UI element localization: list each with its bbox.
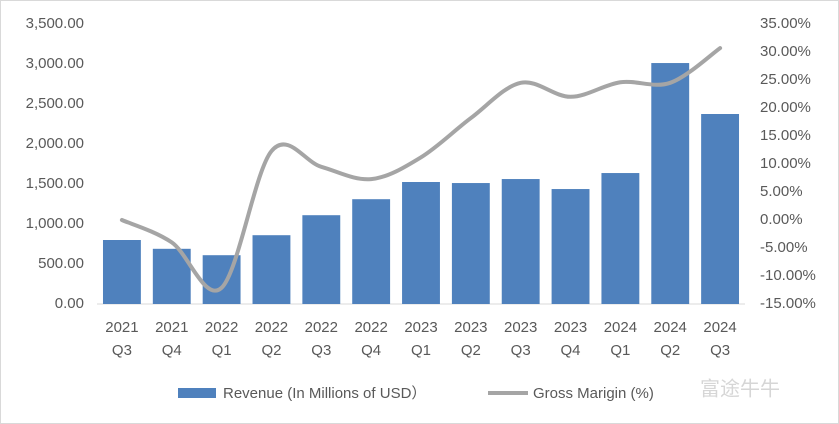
- line: [119, 46, 723, 293]
- y-tick-label: 1,000.00: [26, 215, 84, 232]
- x-tick-label: Q3: [511, 342, 531, 359]
- bar: [501, 179, 540, 304]
- watermark: 富途牛牛: [700, 377, 780, 400]
- bar: [601, 173, 640, 304]
- x-tick-label: Q4: [561, 342, 581, 359]
- x-tick-label: 2021: [155, 319, 188, 336]
- x-tick-label: Q3: [710, 342, 730, 359]
- y-tick-label: 3,500.00: [26, 15, 84, 32]
- y-tick-label: 500.00: [38, 255, 84, 272]
- x-tick-label: 2023: [554, 319, 587, 336]
- y2-tick-label: 35.00%: [760, 15, 811, 32]
- x-tick-label: 2022: [255, 319, 288, 336]
- y2-tick-label: 10.00%: [760, 155, 811, 172]
- x-tick-label: 2024: [654, 319, 687, 336]
- bar: [551, 189, 590, 304]
- x-tick-label: 2023: [404, 319, 437, 336]
- bar: [352, 199, 391, 304]
- x-tick-label: Q2: [261, 342, 281, 359]
- y2-tick-label: -10.00%: [760, 267, 816, 284]
- x-tick-label: Q4: [361, 342, 381, 359]
- y2-tick-label: 0.00%: [760, 211, 803, 228]
- x-tick-label: Q1: [212, 342, 232, 359]
- legend-label: Revenue (In Millions of USD）: [223, 385, 426, 402]
- y2-tick-label: -5.00%: [760, 239, 808, 256]
- y-tick-label: 2,000.00: [26, 135, 84, 152]
- x-tick-label: Q3: [311, 342, 331, 359]
- bar: [451, 183, 490, 304]
- x-tick-label: Q1: [411, 342, 431, 359]
- x-tick-label: Q3: [112, 342, 132, 359]
- y-tick-label: 0.00: [55, 295, 84, 312]
- legend-label: Gross Marigin (%): [533, 385, 654, 402]
- y-tick-label: 1,500.00: [26, 175, 84, 192]
- x-tick-label: Q4: [162, 342, 182, 359]
- x-tick-label: 2024: [604, 319, 637, 336]
- y2-tick-label: 15.00%: [760, 127, 811, 144]
- bar: [402, 182, 440, 304]
- legend-swatch: [178, 388, 216, 398]
- x-tick-label: 2021: [105, 319, 138, 336]
- y2-tick-label: 30.00%: [760, 43, 811, 60]
- x-tick-label: 2022: [354, 319, 387, 336]
- y2-tick-label: -15.00%: [760, 295, 816, 312]
- x-tick-label: 2023: [504, 319, 537, 336]
- bar: [302, 215, 341, 304]
- y-tick-label: 2,500.00: [26, 95, 84, 112]
- y2-tick-label: 20.00%: [760, 99, 811, 116]
- y2-tick-label: 5.00%: [760, 183, 803, 200]
- y2-tick-label: 25.00%: [760, 71, 811, 88]
- x-tick-label: 2023: [454, 319, 487, 336]
- x-tick-label: Q1: [610, 342, 630, 359]
- bar: [701, 114, 740, 304]
- y-tick-label: 3,000.00: [26, 55, 84, 72]
- bar: [252, 235, 291, 304]
- bar: [651, 63, 690, 304]
- x-tick-label: 2022: [305, 319, 338, 336]
- x-tick-label: 2022: [205, 319, 238, 336]
- x-tick-label: Q2: [461, 342, 481, 359]
- x-tick-label: Q2: [660, 342, 680, 359]
- x-tick-label: 2024: [703, 319, 736, 336]
- bar: [102, 240, 141, 304]
